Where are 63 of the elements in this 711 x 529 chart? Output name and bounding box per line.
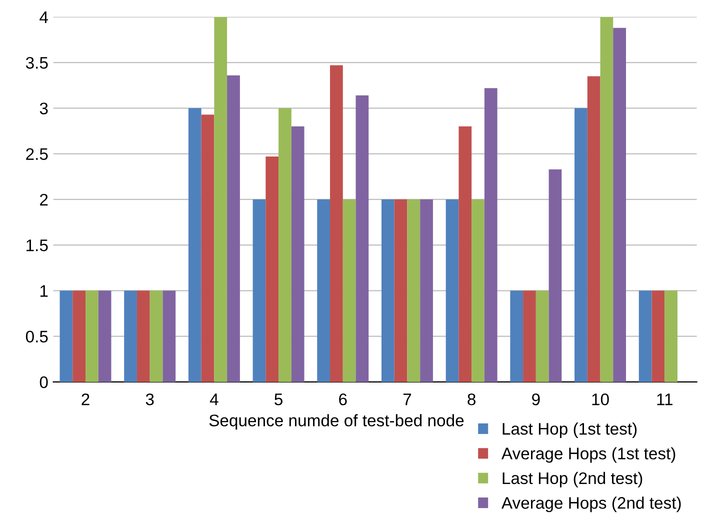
bar xyxy=(342,199,356,382)
y-tick-label: 4 xyxy=(40,12,48,23)
bar xyxy=(510,290,524,382)
bar xyxy=(150,290,163,382)
bar xyxy=(652,290,665,382)
x-tick-label: 7 xyxy=(403,394,412,406)
x-tick-label: 9 xyxy=(532,393,540,406)
bar xyxy=(72,290,86,382)
x-tick-label: 3 xyxy=(146,393,154,406)
bar xyxy=(638,290,652,382)
bar xyxy=(472,199,484,382)
x-tick-label: 4 xyxy=(210,394,218,406)
bar xyxy=(214,16,228,382)
y-tick-label: 3 xyxy=(40,102,48,114)
bar xyxy=(278,108,292,382)
bar xyxy=(266,156,279,382)
legend-label: Last Hop (1st test) xyxy=(502,422,637,438)
bar xyxy=(188,108,202,382)
x-axis-title: Sequence numde of test-bed node xyxy=(209,414,464,430)
bar xyxy=(523,290,536,382)
bar xyxy=(458,126,472,382)
bar xyxy=(136,290,150,382)
bar xyxy=(613,28,626,382)
x-tick-label: 11 xyxy=(657,394,672,406)
bar xyxy=(291,126,304,382)
bar xyxy=(394,199,408,382)
bar xyxy=(548,169,562,382)
y-tick-label: 0 xyxy=(40,376,48,388)
bar xyxy=(536,290,549,382)
legend-label: Average Hops (1st test) xyxy=(501,447,676,463)
legend-label: Last Hop (2nd test) xyxy=(502,472,642,488)
x-tick-label: 6 xyxy=(339,393,347,406)
bar xyxy=(407,199,420,382)
bar xyxy=(201,114,214,382)
bar xyxy=(664,290,678,382)
bar xyxy=(484,88,498,382)
bar xyxy=(381,199,394,382)
legend-label: Average Hops (2nd test) xyxy=(501,496,681,512)
x-tick-label: 2 xyxy=(82,393,90,406)
bar xyxy=(600,16,614,382)
bar xyxy=(587,76,600,382)
y-tick-label: 2 xyxy=(40,194,48,206)
x-tick-label: 10 xyxy=(592,393,609,406)
bar xyxy=(317,199,330,382)
x-tick-label: 5 xyxy=(274,394,282,406)
bar xyxy=(574,108,588,382)
bar xyxy=(60,290,73,382)
bar xyxy=(356,95,369,382)
y-tick-label: 1 xyxy=(40,285,48,297)
y-tick-label: 2.5 xyxy=(26,148,48,160)
y-tick-label: 0.5 xyxy=(26,330,48,343)
bar xyxy=(446,199,459,382)
bar xyxy=(162,290,176,382)
bar xyxy=(86,290,98,382)
bar xyxy=(252,199,266,382)
bar xyxy=(124,290,137,382)
y-tick-label: 1.5 xyxy=(26,240,48,252)
bar xyxy=(98,290,112,382)
bar xyxy=(330,65,343,382)
bar xyxy=(227,75,240,382)
y-tick-label: 3.5 xyxy=(26,56,48,69)
bar xyxy=(420,199,433,382)
x-tick-label: 8 xyxy=(468,393,476,406)
